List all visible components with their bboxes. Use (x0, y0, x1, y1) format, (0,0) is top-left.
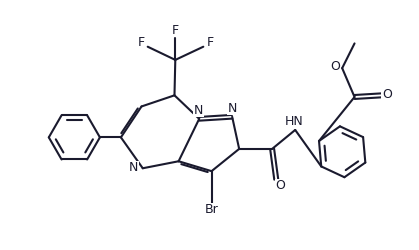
Text: HN: HN (285, 115, 304, 128)
Text: O: O (382, 88, 392, 101)
Text: F: F (137, 36, 145, 49)
Text: N: N (129, 161, 138, 174)
Text: O: O (331, 60, 341, 73)
Text: Br: Br (205, 204, 218, 216)
Text: O: O (275, 180, 285, 192)
Text: F: F (206, 36, 213, 49)
Text: N: N (228, 102, 237, 114)
Text: F: F (172, 24, 179, 37)
Text: N: N (194, 104, 204, 117)
